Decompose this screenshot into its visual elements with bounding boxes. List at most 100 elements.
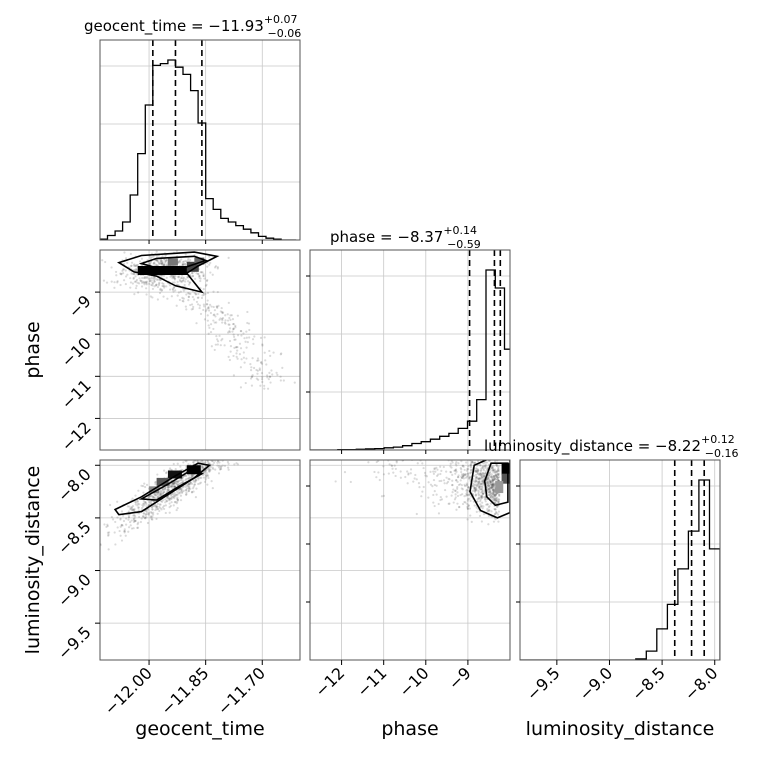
sample-point	[487, 514, 490, 517]
sample-point	[483, 465, 487, 468]
sample-point	[195, 300, 199, 304]
sample-point	[120, 524, 123, 527]
sample-point	[134, 494, 137, 497]
sample-point	[497, 510, 501, 513]
sample-point	[218, 451, 220, 453]
sample-point	[465, 489, 468, 492]
sample-point	[487, 488, 490, 491]
sample-point	[204, 469, 207, 473]
sample-point	[463, 483, 466, 486]
sample-point	[466, 507, 469, 510]
sample-point	[178, 479, 181, 482]
sample-point	[141, 515, 145, 518]
sample-point	[124, 269, 127, 272]
sample-point	[497, 472, 501, 475]
sample-point	[493, 493, 496, 496]
sample-point	[130, 272, 133, 275]
sample-point	[134, 520, 137, 523]
sample-point	[238, 447, 240, 449]
sample-point	[395, 461, 398, 464]
sample-point	[456, 487, 459, 490]
sample-point	[240, 330, 243, 333]
contour-inner-phase-luminosity-distance	[483, 462, 509, 507]
sample-point	[146, 508, 150, 511]
sample-point	[433, 467, 436, 471]
sample-point	[210, 305, 213, 308]
sample-point	[469, 499, 472, 502]
sample-point	[220, 455, 222, 457]
sample-point	[491, 482, 494, 485]
sample-point	[201, 465, 204, 468]
x-tick-label-phase: −10	[395, 663, 432, 700]
sample-point	[236, 345, 239, 349]
sample-point	[225, 447, 227, 449]
sample-point	[494, 493, 498, 496]
sample-point	[484, 466, 487, 469]
sample-point	[490, 475, 493, 478]
sample-point	[176, 483, 180, 486]
sample-point	[489, 470, 492, 474]
density-cell	[501, 473, 510, 484]
sample-point	[149, 511, 153, 514]
sample-point	[240, 334, 243, 337]
sample-point	[489, 492, 492, 496]
sample-point	[206, 447, 208, 449]
sample-point	[147, 513, 150, 516]
sample-point	[144, 501, 147, 504]
sample-point	[209, 444, 211, 446]
sample-point	[459, 479, 462, 482]
sample-point	[136, 526, 140, 529]
sample-point	[478, 474, 481, 477]
title-geocent-time-plus: +0.07	[264, 13, 298, 26]
sample-point	[136, 526, 139, 530]
sample-point	[212, 452, 214, 454]
sample-point	[227, 439, 229, 441]
sample-point	[163, 504, 166, 507]
sample-point	[476, 484, 479, 487]
sample-point	[158, 493, 162, 496]
sample-point	[409, 454, 411, 456]
sample-point	[206, 460, 210, 463]
sample-point	[460, 487, 463, 490]
sample-point	[192, 485, 195, 488]
sample-point	[498, 493, 501, 496]
sample-point	[476, 483, 479, 487]
sample-point	[480, 494, 484, 498]
sample-point	[151, 508, 154, 511]
sample-point	[133, 272, 136, 275]
sample-point	[132, 519, 135, 522]
sample-point	[487, 506, 490, 509]
sample-point	[158, 505, 161, 508]
sample-point	[460, 476, 463, 480]
sample-point	[159, 287, 162, 290]
x-tick-label-luminosity_distance: −9.5	[523, 663, 564, 704]
sample-point	[456, 494, 460, 498]
sample-point	[156, 512, 159, 515]
sample-point	[486, 488, 489, 491]
sample-point	[399, 476, 402, 479]
sample-point	[434, 470, 437, 473]
sample-point	[206, 278, 209, 282]
sample-point	[497, 473, 500, 476]
sample-point	[152, 495, 155, 499]
sample-point	[479, 469, 482, 473]
sample-point	[479, 503, 482, 506]
sample-point	[248, 336, 251, 339]
sample-point	[151, 281, 154, 284]
sample-point	[461, 476, 464, 479]
sample-point	[455, 460, 458, 464]
sample-point	[172, 276, 175, 279]
sample-point	[439, 465, 442, 468]
sample-point	[159, 494, 162, 497]
sample-point	[186, 275, 189, 279]
sample-point	[181, 260, 185, 263]
sample-point	[472, 474, 476, 478]
sample-point	[166, 486, 169, 489]
sample-point	[136, 500, 139, 503]
sample-point	[491, 467, 495, 470]
sample-point	[151, 505, 154, 509]
sample-point	[429, 470, 432, 474]
sample-point	[466, 486, 470, 489]
sample-point	[478, 472, 482, 476]
sample-point	[302, 477, 304, 479]
